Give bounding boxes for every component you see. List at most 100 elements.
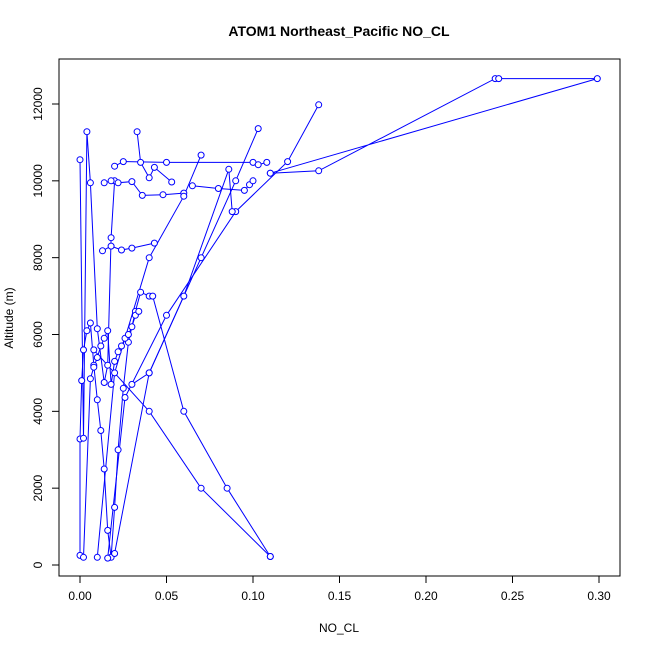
- data-point: [114, 179, 122, 187]
- data-point: [107, 234, 115, 242]
- data-point: [83, 327, 91, 335]
- x-tick-label: 0.10: [241, 589, 265, 603]
- y-tick-label: 12000: [31, 87, 45, 121]
- data-point: [111, 162, 119, 170]
- data-point: [254, 125, 262, 133]
- data-point: [124, 331, 132, 338]
- data-point: [99, 247, 106, 255]
- data-point: [97, 427, 105, 434]
- data-point: [86, 319, 94, 327]
- x-tick-label: 0.15: [328, 589, 352, 603]
- data-point: [254, 161, 262, 169]
- data-point: [128, 380, 136, 388]
- data-point: [93, 396, 101, 404]
- data-point: [168, 178, 176, 186]
- data-point: [80, 553, 87, 561]
- plot-frame: [58, 58, 621, 577]
- chart-title: ATOM1 Northeast_Pacific NO_CL: [228, 23, 450, 39]
- data-point: [145, 254, 153, 262]
- data-point: [76, 156, 84, 164]
- series-line: [93, 349, 271, 557]
- data-point: [163, 158, 170, 166]
- y-tick-label: 2000: [31, 474, 45, 501]
- data-point: [137, 158, 145, 166]
- data-point: [107, 242, 115, 250]
- series-line: [152, 295, 271, 557]
- data-point: [180, 407, 188, 415]
- data-point: [111, 550, 119, 557]
- series-line: [131, 169, 233, 385]
- data-point: [315, 101, 323, 109]
- data-point: [225, 165, 233, 173]
- data-point: [266, 169, 274, 177]
- data-point: [86, 375, 94, 383]
- x-tick-label: 0.20: [414, 589, 438, 603]
- data-point: [188, 182, 196, 190]
- x-axis-label: NO_CL: [319, 621, 359, 635]
- data-point: [97, 342, 105, 350]
- data-point: [284, 158, 292, 166]
- data-point: [121, 394, 129, 401]
- data-point: [90, 363, 98, 371]
- data-point: [119, 158, 127, 166]
- data-point: [104, 361, 112, 369]
- data-point: [104, 327, 112, 335]
- x-tick-label: 0.30: [587, 589, 611, 603]
- y-tick-label: 6000: [31, 321, 45, 348]
- x-tick-label: 0.05: [155, 589, 179, 603]
- data-point: [197, 151, 205, 159]
- x-tick-label: 0.00: [68, 589, 92, 603]
- data-point: [93, 325, 101, 333]
- data-point: [104, 554, 112, 562]
- data-point: [145, 174, 153, 182]
- data-point: [118, 246, 125, 254]
- data-point: [150, 163, 158, 171]
- x-tick-label: 0.25: [501, 589, 525, 603]
- data-point: [119, 384, 127, 392]
- data-point: [150, 239, 158, 247]
- data-point: [100, 334, 108, 342]
- data-point: [138, 191, 146, 199]
- data-point: [315, 167, 323, 175]
- data-point: [100, 179, 108, 187]
- data-point: [180, 292, 188, 300]
- data-point: [223, 484, 231, 492]
- data-point: [133, 128, 141, 136]
- y-tick-label: 8000: [31, 244, 45, 271]
- series-line: [107, 104, 320, 559]
- data-point: [128, 323, 136, 331]
- y-tick-label: 4000: [31, 398, 45, 425]
- data-point: [118, 342, 125, 350]
- data-point: [495, 75, 503, 83]
- data-point: [232, 177, 240, 185]
- data-point: [149, 292, 157, 300]
- data-point: [114, 348, 122, 356]
- data-point: [145, 369, 153, 377]
- data-point: [266, 553, 274, 560]
- data-point: [180, 192, 188, 200]
- data-point: [263, 158, 271, 166]
- series-line: [270, 78, 598, 174]
- data-point: [135, 307, 143, 315]
- data-point: [128, 244, 136, 252]
- data-point: [107, 380, 115, 388]
- data-point: [93, 354, 101, 361]
- data-point: [114, 446, 122, 454]
- data-point: [93, 553, 101, 561]
- data-point: [90, 346, 98, 354]
- data-point: [197, 484, 205, 492]
- data-point: [78, 377, 86, 385]
- data-point: [80, 346, 87, 354]
- data-point: [111, 503, 119, 511]
- data-point: [100, 465, 108, 473]
- data-point: [83, 128, 91, 136]
- y-axis-label: Altitude (m): [2, 287, 16, 348]
- data-point: [86, 179, 94, 187]
- series-line: [136, 131, 173, 183]
- data-point: [107, 177, 115, 185]
- data-point: [159, 191, 167, 199]
- data-point: [240, 186, 248, 194]
- data-point: [111, 369, 119, 377]
- data-point: [214, 185, 222, 192]
